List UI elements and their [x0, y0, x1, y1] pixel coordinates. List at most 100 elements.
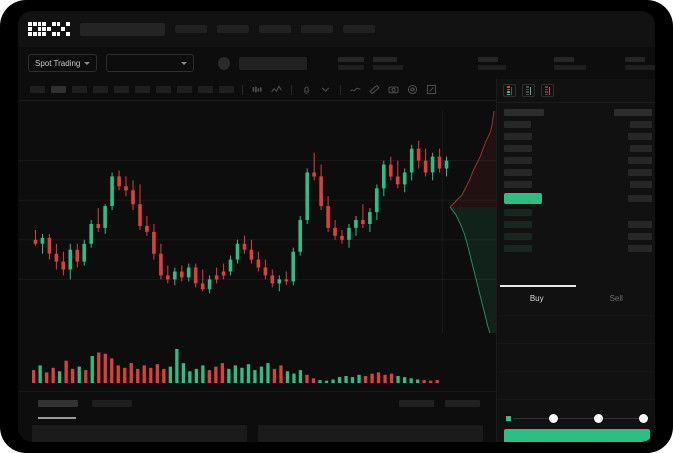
- timeframe-button-3[interactable]: [93, 86, 108, 93]
- line-chart-icon[interactable]: [349, 83, 362, 96]
- orderbook-ask-amount: [630, 121, 652, 128]
- fullscreen-icon[interactable]: [425, 83, 438, 96]
- orderbook-header-price: [504, 109, 544, 116]
- candlestick-chart-icon[interactable]: [251, 83, 264, 96]
- ticker-stat-4: [624, 56, 655, 70]
- asks-only-icon[interactable]: [541, 84, 554, 97]
- slider-node-2[interactable]: [594, 414, 603, 423]
- tab-open-orders[interactable]: [38, 400, 78, 407]
- chart-toolbar: [18, 79, 496, 101]
- trading-pair-select[interactable]: [106, 54, 194, 72]
- slider-node-3[interactable]: [639, 414, 648, 423]
- orderbook-ask-row[interactable]: [504, 181, 532, 188]
- bids-only-icon[interactable]: [522, 84, 535, 97]
- timeframe-button-2[interactable]: [72, 86, 87, 93]
- tab-sell[interactable]: Sell: [609, 293, 623, 303]
- timeframe-button-6[interactable]: [156, 86, 171, 93]
- sidebar-divider: [497, 102, 655, 103]
- submit-buy-button[interactable]: [504, 429, 650, 442]
- order-form-active-indicator: [500, 285, 576, 287]
- chevron-down-icon: [84, 61, 91, 65]
- timeframe-button-5[interactable]: [135, 86, 150, 93]
- candlestick-chart[interactable]: [18, 101, 496, 333]
- ruler-icon[interactable]: [368, 83, 381, 96]
- orderbook-bid-row[interactable]: [504, 221, 532, 228]
- orderbook-bid-row[interactable]: [504, 245, 532, 252]
- ticker-price-value: [238, 56, 307, 70]
- orders-panel: [18, 391, 496, 442]
- percent-slider[interactable]: [504, 414, 650, 423]
- toolbar-divider: [291, 84, 292, 95]
- toolbar-divider: [242, 84, 243, 95]
- orders-action-1[interactable]: [445, 400, 480, 407]
- order-form-tabs: Buy Sell: [497, 287, 655, 309]
- tab-order-history[interactable]: [92, 400, 132, 407]
- timeframe-button-1[interactable]: [51, 86, 66, 93]
- orderbook-ask-row[interactable]: [504, 169, 532, 176]
- ticker-stat-2: [477, 56, 506, 70]
- orderbook-sidebar: Buy Sell: [496, 79, 655, 442]
- toolbar-divider: [340, 84, 341, 95]
- order-field-divider: [497, 371, 655, 372]
- order-book-depth-chart: [442, 111, 496, 333]
- chevron-down-icon[interactable]: [319, 83, 332, 96]
- nav-item-1[interactable]: [217, 25, 249, 33]
- orderbook-bid-amount: [628, 245, 652, 252]
- slider-node-1[interactable]: [549, 414, 558, 423]
- nav-item-0[interactable]: [175, 25, 207, 33]
- nav-item-3[interactable]: [301, 25, 333, 33]
- pair-avatar: [217, 56, 230, 70]
- timeframe-button-9[interactable]: [219, 86, 234, 93]
- orders-card-0[interactable]: [32, 425, 247, 442]
- ticker-stat-3: [554, 56, 587, 70]
- indicators-icon[interactable]: [270, 83, 283, 96]
- orderbook-bid-amount: [628, 233, 652, 240]
- slider-track: [508, 418, 648, 419]
- orders-card-1[interactable]: [258, 425, 483, 442]
- timeframe-button-4[interactable]: [114, 86, 129, 93]
- top-navigation-bar: [18, 11, 655, 47]
- search-input[interactable]: [80, 22, 165, 36]
- order-field-divider: [497, 399, 655, 400]
- orderbook-ask-amount: [630, 181, 652, 188]
- orderbook-last-price: [504, 193, 542, 204]
- orderbook-ask-amount: [628, 133, 652, 140]
- ticker-stat-0: [338, 56, 365, 70]
- timeframe-button-8[interactable]: [198, 86, 213, 93]
- orderbook-ask-row[interactable]: [504, 133, 532, 140]
- nav-item-2[interactable]: [259, 25, 291, 33]
- orderbook-ask-amount: [628, 169, 652, 176]
- timeframe-button-0[interactable]: [30, 86, 45, 93]
- market-subheader: Spot Trading: [18, 47, 655, 79]
- active-tab-indicator: [38, 417, 76, 419]
- nav-item-4[interactable]: [343, 25, 375, 33]
- both-sides-icon[interactable]: [503, 84, 516, 97]
- order-field-divider: [497, 315, 655, 316]
- orderbook-ask-row[interactable]: [504, 145, 532, 152]
- orderbook-last-amount: [628, 195, 652, 202]
- settings-gear-icon[interactable]: [406, 83, 419, 96]
- orderbook-ask-row[interactable]: [504, 121, 531, 128]
- orderbook-rows: [497, 105, 655, 285]
- candlestick-chart-svg: [18, 140, 496, 294]
- timeframe-button-7[interactable]: [177, 86, 192, 93]
- orderbook-header-amount: [614, 109, 652, 116]
- slider-node-0[interactable]: [504, 414, 513, 423]
- orders-tab-list: [18, 392, 496, 407]
- orderbook-ask-row[interactable]: [504, 157, 532, 164]
- alert-bell-icon[interactable]: [300, 83, 313, 96]
- camera-icon[interactable]: [387, 83, 400, 96]
- trading-mode-select[interactable]: Spot Trading: [28, 54, 98, 72]
- volume-histogram: [18, 333, 496, 391]
- orderbook-ask-amount: [628, 157, 652, 164]
- tab-buy[interactable]: Buy: [529, 293, 544, 303]
- okx-logo-icon[interactable]: [28, 22, 71, 36]
- orderbook-bid-row[interactable]: [504, 233, 532, 240]
- orderbook-view-modes: [497, 79, 655, 97]
- orderbook-bid-amount: [628, 221, 652, 228]
- ticker-stat-1: [373, 56, 404, 70]
- orderbook-bid-row[interactable]: [504, 209, 532, 216]
- trading-mode-label: Spot Trading: [35, 58, 81, 68]
- orders-action-0[interactable]: [399, 400, 434, 407]
